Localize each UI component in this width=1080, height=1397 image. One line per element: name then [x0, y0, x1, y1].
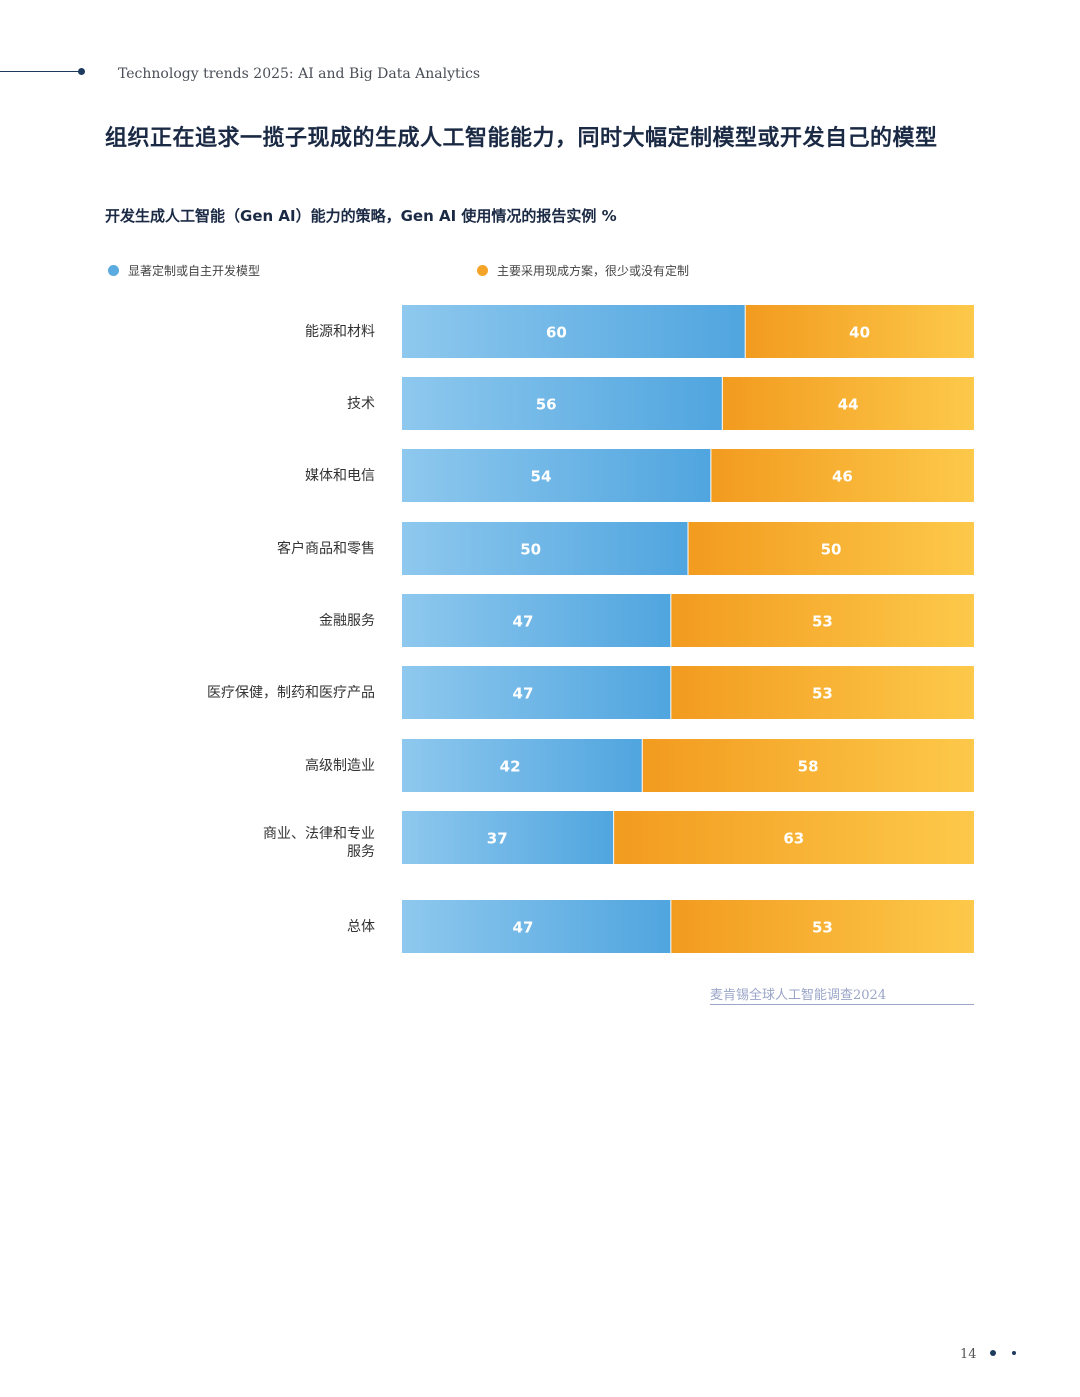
header-rule [0, 71, 80, 72]
running-title: Technology trends 2025: AI and Big Data … [118, 66, 481, 82]
data-label-offshelf-3: 50 [821, 541, 842, 559]
category-label-6: 高级制造业 [305, 757, 375, 774]
legend-swatch-orange [477, 265, 488, 276]
data-label-custom-3: 50 [520, 541, 541, 559]
data-label-offshelf-5: 53 [812, 685, 833, 703]
category-label-3: 客户商品和零售 [277, 540, 375, 557]
data-label-custom-7: 37 [487, 830, 508, 848]
legend-item-offshelf: 主要采用现成方案，很少或没有定制 [477, 262, 689, 279]
bar-segment-offshelf-1 [722, 377, 974, 430]
data-label-offshelf-4: 53 [812, 613, 833, 631]
bar-segment-offshelf-7 [613, 811, 974, 864]
data-label-custom-5: 47 [513, 685, 534, 703]
legend-swatch-blue [108, 265, 119, 276]
bar-segment-custom-2 [402, 449, 711, 502]
category-label-0: 能源和材料 [305, 324, 375, 340]
bar-segment-custom-3 [402, 522, 688, 575]
header-dot-icon [78, 68, 85, 75]
page-headline: 组织正在追求一揽子现成的生成人工智能能力，同时大幅定制模型或开发自己的模型 [105, 126, 938, 151]
bar-segment-offshelf-5 [670, 666, 974, 719]
data-label-custom-0: 60 [546, 324, 567, 342]
bar-segment-custom-8 [402, 900, 671, 953]
bar-segment-offshelf-6 [642, 739, 974, 792]
data-label-offshelf-0: 40 [849, 324, 870, 342]
bar-segment-offshelf-3 [688, 522, 974, 575]
bar-segment-offshelf-4 [670, 594, 974, 647]
data-label-custom-1: 56 [536, 396, 557, 414]
category-label-8: 总体 [347, 919, 375, 935]
category-label-2: 媒体和电信 [305, 468, 375, 484]
category-label-7-line1: 服务 [347, 844, 375, 860]
source-link[interactable]: 麦肯锡全球人工智能调查2024 [710, 984, 974, 1005]
page-dot-small-icon [1012, 1351, 1016, 1355]
bar-segment-offshelf-0 [745, 305, 974, 358]
bar-segment-custom-6 [402, 739, 643, 792]
data-label-custom-4: 47 [513, 613, 534, 631]
data-label-offshelf-1: 44 [838, 396, 859, 414]
data-label-offshelf-7: 63 [783, 830, 804, 848]
bar-segment-custom-1 [402, 377, 723, 430]
category-label-1: 技术 [347, 396, 375, 412]
data-label-custom-6: 42 [500, 758, 521, 776]
data-label-offshelf-8: 53 [812, 919, 833, 937]
bar-segment-custom-0 [402, 305, 746, 358]
bar-segment-custom-4 [402, 594, 671, 647]
bar-segment-offshelf-2 [710, 449, 974, 502]
data-label-offshelf-6: 58 [798, 758, 819, 776]
bar-segment-custom-7 [402, 811, 614, 864]
page-dot-icon [990, 1350, 996, 1356]
page-number: 14 [960, 1347, 977, 1362]
legend-item-custom: 显著定制或自主开发模型 [108, 262, 260, 279]
bar-segment-offshelf-8 [670, 900, 974, 953]
category-label-7-line0: 商业、法律和专业 [263, 826, 375, 842]
category-label-4: 金融服务 [319, 613, 375, 629]
category-label-5: 医疗保健，制药和医疗产品 [207, 685, 375, 701]
data-label-custom-8: 47 [513, 919, 534, 937]
data-label-custom-2: 54 [531, 468, 552, 486]
legend-label-custom: 显著定制或自主开发模型 [128, 264, 261, 278]
data-label-offshelf-2: 46 [832, 468, 853, 486]
stacked-bar-chart: 60 40 能源和材料 56 44 技术 54 46 媒体和电信 50 50 客户商品和零售 47 53 金… [207, 305, 974, 953]
chart-title: 开发生成人工智能（Gen AI）能力的策略，Gen AI 使用情况的报告实例 % [105, 207, 617, 225]
bar-segment-custom-5 [402, 666, 671, 719]
legend-label-offshelf: 主要采用现成方案，很少或没有定制 [497, 264, 690, 278]
